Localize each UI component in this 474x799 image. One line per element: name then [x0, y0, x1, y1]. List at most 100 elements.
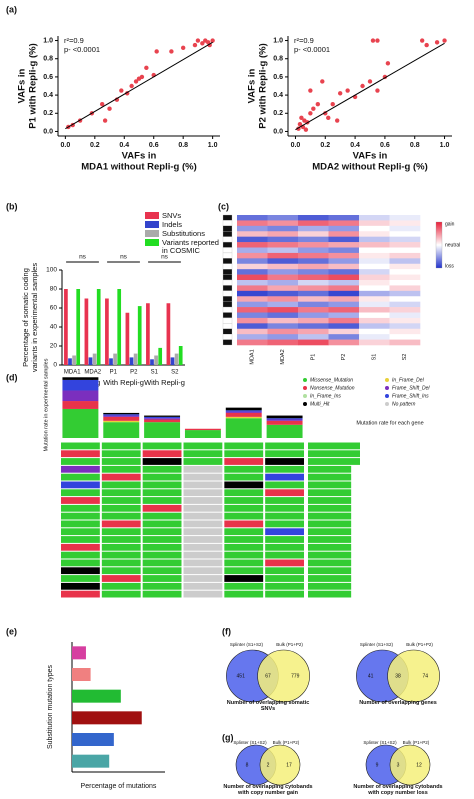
- mutation-cell: [61, 489, 100, 497]
- bar: [154, 355, 158, 365]
- x-tick-label: MDA1: [64, 370, 81, 376]
- point: [192, 42, 198, 48]
- point: [419, 38, 425, 43]
- gene-rate-bar: [308, 512, 352, 520]
- row-annotation: [222, 225, 233, 232]
- row-annotation: [222, 323, 233, 329]
- heatmap-cell: [298, 285, 329, 292]
- gene-rate-bar: [308, 504, 352, 512]
- mutation-cell: [224, 536, 264, 543]
- mutation-cell: [61, 450, 100, 458]
- venn-caption: Number of overlapping somatic SNVs: [226, 700, 310, 713]
- stacked-bar: [266, 418, 303, 420]
- x-tick-label: S2: [171, 370, 179, 376]
- heatmap-cell: [298, 225, 329, 232]
- heatmap-cell: [267, 231, 299, 237]
- point: [337, 91, 343, 96]
- point: [315, 101, 321, 107]
- significance-label: ns: [79, 254, 87, 261]
- mutation-cell: [183, 543, 223, 551]
- mutation-cell: [142, 442, 182, 450]
- mutation-cell: [183, 489, 223, 497]
- row-annotation: [222, 328, 233, 335]
- colorbar-label: neutral: [445, 242, 460, 248]
- venn-set-label: Bulk (P1+P2): [403, 740, 430, 745]
- row-annotation: [222, 258, 233, 264]
- heatmap-cell: [359, 269, 390, 275]
- heatmap-cell: [359, 231, 390, 237]
- heatmap-cell: [359, 301, 390, 308]
- mutation-cell: [142, 543, 182, 551]
- bar: [117, 289, 122, 365]
- y-axis-label: variants in experimental samples: [30, 263, 39, 372]
- point: [99, 101, 105, 107]
- heatmap-cell: [298, 274, 329, 281]
- heatmap-cell: [359, 280, 390, 286]
- heatmap-cell: [389, 328, 421, 335]
- heatmap-cell: [298, 328, 329, 335]
- heatmap-cell: [328, 290, 360, 297]
- mutation-cell: [183, 442, 223, 450]
- heatmap-cell: [328, 263, 360, 270]
- heatmap-cell: [298, 231, 329, 237]
- heatmap-cell: [237, 247, 268, 254]
- heatmap-cell: [359, 339, 390, 346]
- y-tick-label: 0.2: [273, 110, 283, 117]
- x-tick-label: 0.8: [410, 142, 420, 149]
- heatmap-cell: [237, 231, 268, 237]
- heatmap-cell: [298, 220, 329, 227]
- mutation-cell: [224, 504, 264, 512]
- mutation-cell: [183, 465, 223, 473]
- heatmap-cell: [267, 334, 299, 340]
- heatmap-cell: [267, 312, 299, 319]
- mutation-cell: [265, 497, 304, 504]
- mutation-cell: [101, 458, 141, 465]
- mutation-cell: [265, 590, 304, 598]
- bar: [72, 355, 76, 365]
- bar: [137, 306, 142, 365]
- heatmap-cell: [237, 296, 268, 302]
- heatmap-cell: [298, 242, 329, 248]
- bar: [146, 303, 150, 365]
- stacked-bar: [62, 379, 99, 391]
- legend-label: Indels: [162, 219, 183, 229]
- point: [424, 42, 429, 48]
- heatmap-cell: [237, 317, 268, 324]
- x-axis-label: Percentage of mutations: [81, 783, 157, 790]
- mutation-cell: [265, 575, 304, 582]
- venn-count: 38: [395, 673, 401, 679]
- heatmap-cell: [298, 290, 329, 297]
- y-axis-label: P2 with Repli-g (%): [258, 43, 269, 129]
- legend-swatch: [145, 212, 159, 219]
- fit-line: [295, 42, 445, 131]
- bar: [113, 353, 117, 365]
- row-annotation: [222, 285, 233, 291]
- mutation-cell: [265, 512, 304, 520]
- venn-count: 41: [368, 673, 374, 679]
- heatmap-cell: [359, 274, 390, 281]
- heatmap-cell: [359, 242, 390, 248]
- legend-swatch: [145, 221, 159, 228]
- heatmap-cell: [237, 242, 268, 248]
- venn-count: 451: [237, 673, 246, 679]
- heatmap-cell: [298, 312, 329, 319]
- x-axis-label: VAFs in: [353, 151, 388, 162]
- x-tick-label: 1.0: [208, 142, 218, 149]
- mutation-cell: [224, 551, 264, 559]
- bar: [109, 358, 113, 365]
- significance-label: ns: [161, 254, 169, 261]
- heatmap-cell: [328, 328, 360, 335]
- heatmap-cell: [237, 269, 268, 275]
- point: [180, 45, 186, 51]
- heatmap-cell: [389, 242, 421, 248]
- venn-set-right: [389, 744, 431, 786]
- legend-label: Multi_Hit: [310, 401, 330, 407]
- bar: [129, 357, 134, 365]
- bar: [64, 289, 68, 365]
- point: [129, 83, 134, 89]
- bar: [88, 357, 93, 365]
- mutation-cell: [142, 481, 182, 489]
- mutation-cell: [61, 504, 100, 512]
- mutation-cell: [183, 512, 223, 520]
- column-label: MDA2: [280, 349, 286, 364]
